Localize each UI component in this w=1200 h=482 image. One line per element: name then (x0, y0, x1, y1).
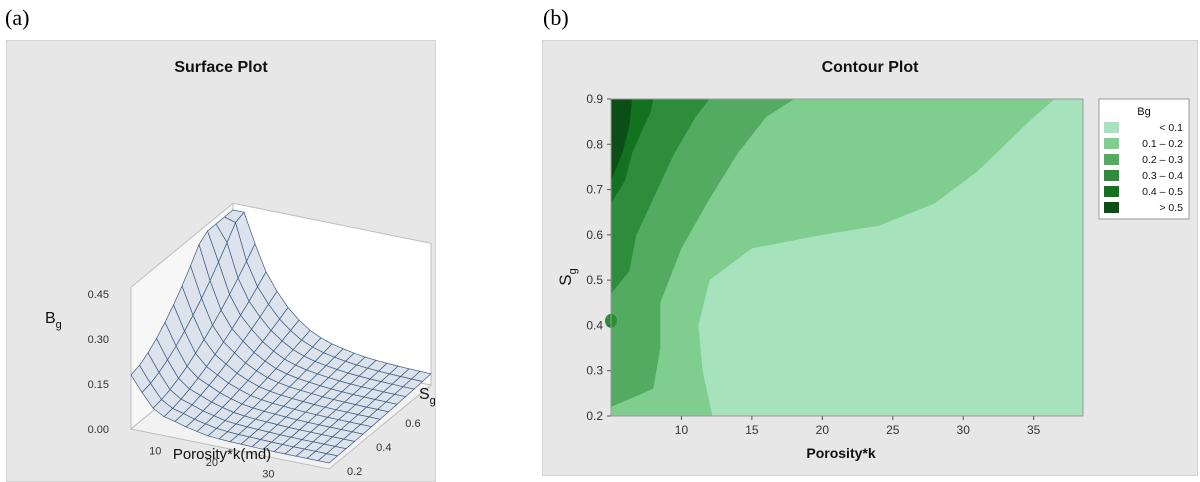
surface-y-label: Sg (419, 386, 435, 407)
contour-plot-panel: Contour Plot 10 15 20 25 30 35 0.2 0.3 0.4 0.5 0.6… (542, 40, 1198, 476)
contour-legend-swatch (1104, 186, 1119, 197)
surface-x-tick-label: 40 (319, 480, 331, 481)
contour-y-label: Sg (556, 268, 579, 285)
contour-legend-label: 0.4 – 0.5 (1142, 186, 1183, 198)
surface-plot: 0.000.150.300.45102030400.20.40.60.8 Bg … (45, 202, 435, 481)
contour-y-tick-label: 0.6 (586, 228, 603, 242)
contour-legend-label: > 0.5 (1159, 202, 1183, 214)
contour-y-tick-label: 0.3 (586, 364, 603, 378)
surface-z-tick-label: 0.45 (88, 289, 109, 301)
contour-plot-title: Contour Plot (821, 59, 919, 76)
surface-y-tick-label: 0.2 (347, 466, 362, 478)
surface-mesh-cell (130, 364, 151, 393)
contour-legend-label: < 0.1 (1159, 122, 1183, 134)
contour-region-0.3 (611, 99, 710, 294)
surface-z-tick-label: 0.30 (88, 334, 109, 346)
contour-legend-label: 0.2 – 0.3 (1142, 154, 1183, 166)
panel-label-b: (b) (543, 5, 569, 30)
surface-z-tick-label: 0.00 (88, 424, 109, 436)
contour-x-label: Porosity*k (806, 445, 875, 461)
surface-z-label: Bg (45, 310, 62, 331)
contour-y-tick-label: 0.8 (586, 137, 603, 151)
contour-x-tick-label: 35 (1027, 423, 1041, 437)
contour-x-tick-label: 25 (886, 423, 900, 437)
surface-y-tick-label: 0.8 (434, 394, 435, 406)
contour-legend-swatch (1104, 170, 1119, 181)
contour-x-tick-label: 15 (745, 423, 759, 437)
contour-legend-swatch (1104, 138, 1119, 149)
surface-x-tick-label: 10 (149, 446, 161, 458)
contour-legend-label: 0.1 – 0.2 (1142, 138, 1183, 150)
contour-x-tick-label: 30 (957, 423, 971, 437)
contour-y-tick-label: 0.4 (586, 318, 603, 332)
contour-x-tick-label: 10 (675, 423, 689, 437)
surface-plot-panel: Surface Plot 0.00 0.15 0.30 0.45 10 20 30 40 0.2… (6, 40, 436, 482)
panel-label-a: (a) (5, 5, 30, 30)
surface-y-tick-label: 0.4 (376, 442, 391, 454)
surface-x-label: Porosity*k(md) (173, 446, 271, 463)
surface-y-tick-label: 0.6 (405, 418, 420, 430)
contour-legend-title: Bg (1137, 106, 1150, 118)
contour-legend: Bg < 0.1 0.1 – 0.2 0.2 – 0.3 0.3 – 0.4 0.4 – … (1098, 98, 1190, 220)
contour-plot: 10 15 20 25 30 350.20.30.40.50.60.70.80.9 Sg … (556, 92, 1190, 461)
surface-x-tick-label: 30 (262, 469, 274, 481)
contour-x-tick-label: 20 (816, 423, 830, 437)
contour-y-tick-label: 0.9 (586, 92, 603, 106)
contour-legend-swatch (1104, 202, 1119, 213)
contour-y-tick-label: 0.2 (586, 409, 603, 423)
surface-z-tick-label: 0.15 (88, 379, 109, 391)
contour-plot-frame (610, 98, 1084, 417)
contour-y-tick-label: 0.7 (586, 183, 603, 197)
contour-y-tick-label: 0.5 (586, 273, 603, 287)
surface-x-tick-label: 20 (206, 457, 218, 469)
contour-legend-swatch (1104, 154, 1119, 165)
surface-plot-title: Surface Plot (174, 59, 268, 76)
contour-legend-label: 0.3 – 0.4 (1142, 170, 1183, 182)
contour-region-0.5 (611, 99, 633, 181)
contour-legend-swatch (1104, 122, 1119, 133)
